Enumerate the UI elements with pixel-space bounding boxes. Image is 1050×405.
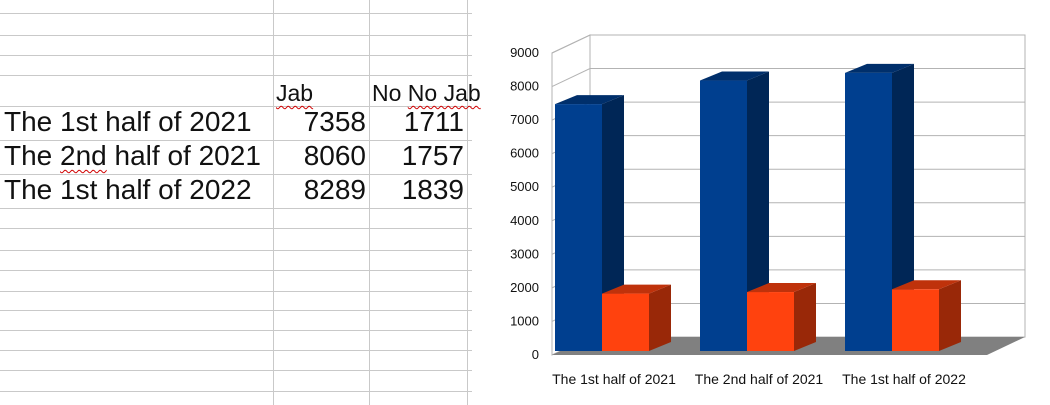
row-divider	[0, 250, 472, 251]
bar-top-face	[602, 284, 671, 294]
row-label-word: 2021	[198, 140, 261, 171]
header-jab-text: Jab	[276, 80, 314, 106]
row-label-cell[interactable]: The 1st half of 2022	[4, 174, 252, 206]
row-label-word: of	[158, 106, 182, 137]
no-jab-bar	[892, 280, 961, 351]
bar-top-face	[845, 63, 914, 73]
bar-front-face	[555, 104, 602, 351]
bar-front-face	[602, 293, 649, 351]
no-jab-value-cell[interactable]: 1839	[401, 174, 464, 205]
row-divider	[0, 75, 472, 76]
row-divider	[0, 140, 472, 141]
row-label-word: 1st	[60, 174, 98, 205]
row-label-word: of	[167, 140, 191, 171]
row-label-word: The	[4, 106, 53, 137]
y-tick-label: 9000	[510, 45, 539, 60]
row-label-word: half	[114, 140, 160, 171]
row-label-word: 2nd	[60, 140, 107, 171]
x-category-label: The 1st half of 2022	[842, 371, 966, 387]
header-jab-text-b: No Jab	[407, 80, 481, 106]
jab-value-cell[interactable]: 8289	[303, 174, 366, 205]
row-divider	[0, 310, 472, 311]
row-label-word: of	[158, 174, 182, 205]
y-tick-label: 8000	[510, 79, 539, 94]
no-jab-value-cell[interactable]: 1711	[403, 106, 464, 137]
bar-top-face	[555, 95, 624, 105]
bar-side-face	[939, 280, 961, 351]
column-divider	[369, 0, 370, 405]
y-tick-label: 5000	[510, 179, 539, 194]
row-divider	[0, 291, 472, 292]
column-divider	[467, 0, 468, 405]
bar-side-face	[794, 283, 816, 351]
row-divider	[0, 370, 472, 371]
jab-bar	[845, 63, 914, 351]
row-label-word: 2021	[189, 106, 252, 137]
header-no-text-a: No	[372, 80, 408, 106]
chart-canvas: 0 1000 2000 3000 4000 5000 6000 7000 8000 9000 The…	[510, 34, 1026, 387]
row-divider	[0, 228, 472, 229]
row-divider	[0, 391, 472, 392]
row-label-word: half	[105, 174, 151, 205]
row-label-word: The	[4, 174, 53, 205]
row-label-word: half	[105, 106, 151, 137]
row-divider	[0, 270, 472, 271]
y-tick-label: 6000	[510, 146, 539, 161]
row-divider	[0, 350, 472, 351]
gridline	[551, 34, 1025, 54]
row-label-word: The	[4, 140, 53, 171]
jab-bar	[700, 71, 769, 351]
y-tick-label: 7000	[510, 112, 539, 127]
jab-value-cell[interactable]: 8060	[303, 140, 366, 171]
column-header-no-jab[interactable]: No No Jab	[372, 80, 481, 106]
y-tick-label: 4000	[510, 213, 539, 228]
y-tick-label: 2000	[510, 280, 539, 295]
column-divider	[273, 0, 274, 405]
row-divider	[0, 55, 472, 56]
row-divider	[0, 174, 472, 175]
x-category-label: The 2nd half of 2021	[695, 371, 824, 387]
bar-front-face	[747, 292, 794, 351]
jab-value-cell[interactable]: 7358	[303, 106, 366, 137]
bar-top-face	[747, 283, 816, 293]
row-divider	[0, 330, 472, 331]
row-divider	[0, 35, 472, 36]
y-tick-label: 0	[532, 347, 539, 362]
bar-front-face	[845, 72, 892, 351]
bar-top-face	[700, 71, 769, 81]
row-divider	[0, 13, 472, 14]
y-tick-label: 3000	[510, 246, 539, 261]
bar-front-face	[892, 289, 939, 351]
bar-side-face	[649, 284, 671, 351]
bar-side-face	[747, 71, 769, 351]
bar-top-face	[892, 280, 961, 290]
x-category-label: The 1st half of 2021	[552, 371, 676, 387]
row-label-cell[interactable]: The 2nd half of 2021	[4, 140, 261, 172]
bar-side-face	[892, 63, 914, 351]
spreadsheet-grid[interactable]: Jab No No Jab The 1st half of 2021 7358 17…	[0, 0, 481, 405]
y-tick-label: 1000	[510, 313, 539, 328]
row-divider	[0, 106, 472, 107]
row-divider	[0, 208, 472, 209]
bar-front-face	[700, 80, 747, 351]
row-label-word: 1st	[60, 106, 98, 137]
no-jab-value-cell[interactable]: 1757	[401, 140, 464, 171]
row-label-cell[interactable]: The 1st half of 2021	[4, 106, 252, 138]
no-jab-bar	[602, 284, 671, 351]
no-jab-bar	[747, 283, 816, 351]
column-header-jab[interactable]: Jab	[276, 80, 313, 106]
bar-chart[interactable]: 0 1000 2000 3000 4000 5000 6000 7000 8000 9000 The…	[472, 0, 1050, 405]
row-label-word: 2022	[189, 174, 252, 205]
